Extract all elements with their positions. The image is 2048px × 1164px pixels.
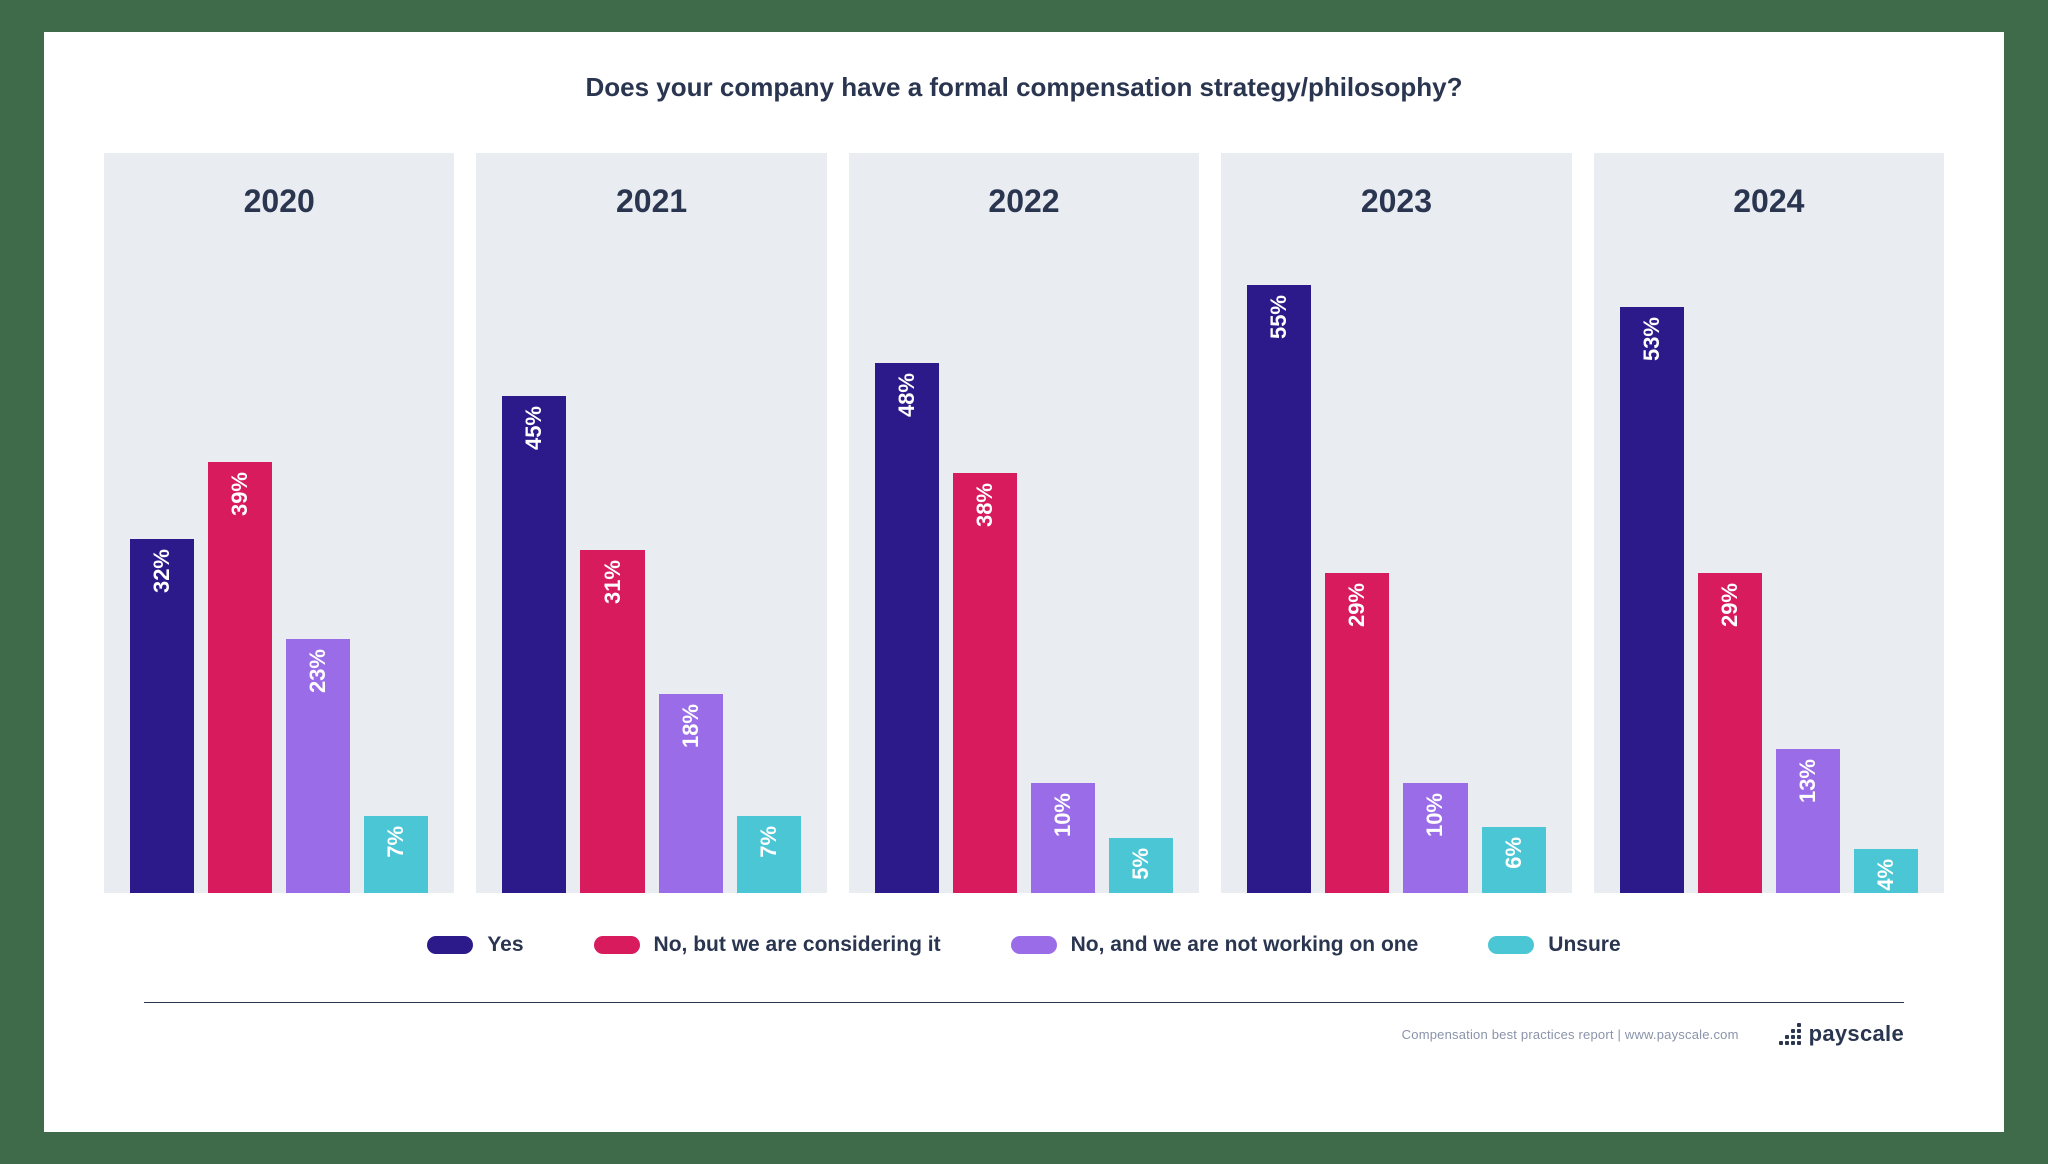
bar-value-label: 6% — [1501, 827, 1527, 879]
panel-year-label: 2021 — [616, 183, 687, 220]
bar-yes: 48% — [875, 363, 939, 893]
bar-unsure: 6% — [1482, 827, 1546, 893]
bar-value-label: 48% — [894, 363, 920, 427]
bar-not_working: 13% — [1776, 749, 1840, 893]
bar-not_working: 23% — [286, 639, 350, 893]
legend-item: No, and we are not working on one — [1011, 933, 1419, 957]
chart-title: Does your company have a formal compensa… — [104, 72, 1944, 103]
year-panel: 2022 48% 38% 10% 5% — [849, 153, 1199, 893]
bar-yes: 32% — [130, 539, 194, 893]
chart-legend: Yes No, but we are considering it No, and … — [104, 933, 1944, 957]
chart-card: Does your company have a formal compensa… — [44, 32, 2004, 1132]
brand-name: payscale — [1809, 1021, 1904, 1047]
legend-swatch-icon — [1011, 936, 1057, 954]
bar-unsure: 7% — [364, 816, 428, 893]
panel-year-label: 2024 — [1733, 183, 1804, 220]
bar-unsure: 7% — [737, 816, 801, 893]
footer-source-text: Compensation best practices report | www… — [1402, 1027, 1739, 1042]
year-panel: 2021 45% 31% 18% 7% — [476, 153, 826, 893]
bars-area: 45% 31% 18% 7% — [492, 230, 810, 893]
bars-area: 55% 29% 10% 6% — [1237, 230, 1555, 893]
bar-value-label: 29% — [1717, 573, 1743, 637]
bar-value-label: 29% — [1344, 573, 1370, 637]
bars-area: 48% 38% 10% 5% — [865, 230, 1183, 893]
panel-year-label: 2020 — [244, 183, 315, 220]
bars-area: 53% 29% 13% 4% — [1610, 230, 1928, 893]
bar-considering: 29% — [1325, 573, 1389, 893]
year-panel: 2024 53% 29% 13% 4% — [1594, 153, 1944, 893]
legend-label: No, but we are considering it — [654, 933, 941, 957]
footer-divider — [144, 1002, 1904, 1003]
bar-value-label: 38% — [972, 473, 998, 537]
bar-value-label: 7% — [383, 816, 409, 868]
legend-swatch-icon — [1488, 936, 1534, 954]
bar-value-label: 7% — [756, 816, 782, 868]
legend-item: Yes — [427, 933, 523, 957]
bar-yes: 45% — [502, 396, 566, 893]
bar-value-label: 31% — [600, 550, 626, 614]
panel-year-label: 2023 — [1361, 183, 1432, 220]
bar-unsure: 5% — [1109, 838, 1173, 893]
bar-value-label: 39% — [227, 462, 253, 526]
bar-value-label: 32% — [149, 539, 175, 603]
bar-considering: 29% — [1698, 573, 1762, 893]
bars-area: 32% 39% 23% 7% — [120, 230, 438, 893]
bar-not_working: 10% — [1031, 783, 1095, 894]
legend-item: No, but we are considering it — [594, 933, 941, 957]
legend-item: Unsure — [1488, 933, 1620, 957]
bar-value-label: 23% — [305, 639, 331, 703]
panel-year-label: 2022 — [988, 183, 1059, 220]
bar-not_working: 18% — [659, 694, 723, 893]
chart-footer: Compensation best practices report | www… — [104, 1021, 1944, 1047]
bar-considering: 38% — [953, 473, 1017, 893]
bar-value-label: 55% — [1266, 285, 1292, 349]
legend-swatch-icon — [594, 936, 640, 954]
legend-label: No, and we are not working on one — [1071, 933, 1419, 957]
brand-logo-icon — [1779, 1023, 1801, 1045]
bar-considering: 31% — [580, 550, 644, 893]
bar-value-label: 18% — [678, 694, 704, 758]
bar-value-label: 13% — [1795, 749, 1821, 813]
bar-unsure: 4% — [1854, 849, 1918, 893]
legend-swatch-icon — [427, 936, 473, 954]
legend-label: Yes — [487, 933, 523, 957]
bar-yes: 55% — [1247, 285, 1311, 893]
bar-yes: 53% — [1620, 307, 1684, 893]
year-panel: 2023 55% 29% 10% 6% — [1221, 153, 1571, 893]
bar-value-label: 4% — [1873, 849, 1899, 901]
bar-value-label: 10% — [1050, 783, 1076, 847]
brand-lockup: payscale — [1779, 1021, 1904, 1047]
bar-value-label: 53% — [1639, 307, 1665, 371]
bar-not_working: 10% — [1403, 783, 1467, 894]
bar-value-label: 5% — [1128, 838, 1154, 890]
bar-considering: 39% — [208, 462, 272, 893]
bar-value-label: 10% — [1422, 783, 1448, 847]
chart-panels: 2020 32% 39% 23% 7% 2021 45% 31% 18% 7% 2022 48% 38%… — [104, 153, 1944, 893]
bar-value-label: 45% — [521, 396, 547, 460]
year-panel: 2020 32% 39% 23% 7% — [104, 153, 454, 893]
legend-label: Unsure — [1548, 933, 1620, 957]
